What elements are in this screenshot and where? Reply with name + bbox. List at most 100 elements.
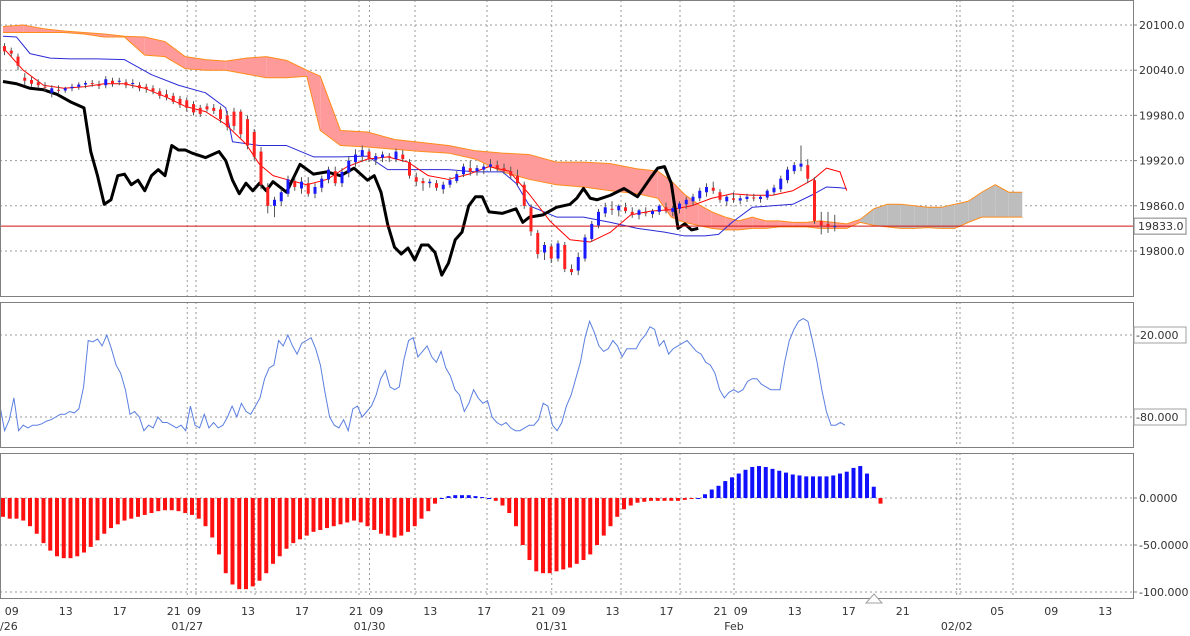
candle-bearish <box>30 79 33 84</box>
macd-bar-positive <box>770 468 775 498</box>
x-tick-label: 13 <box>1098 605 1112 618</box>
macd-bar-negative <box>507 498 512 514</box>
candle-bullish <box>489 164 492 167</box>
williams-r-line <box>0 318 846 433</box>
x-tick-label: 21 <box>349 605 363 618</box>
macd-bar-negative <box>682 498 687 500</box>
macd-bar-negative <box>82 498 86 553</box>
macd-bar-negative <box>136 498 140 517</box>
macd-bar-positive <box>730 477 734 498</box>
candle-bullish <box>428 181 432 184</box>
cloud-segment <box>583 162 611 191</box>
candle-bullish <box>657 205 661 212</box>
macd-bar-negative <box>568 498 572 568</box>
panel-frame <box>0 302 1134 448</box>
x-tick-label: 21 <box>896 605 910 618</box>
macd-bar-negative <box>676 498 680 501</box>
macd-bar-negative <box>190 498 194 515</box>
ichimoku-lines <box>0 35 1133 277</box>
candle-bullish <box>759 196 762 200</box>
x-tick-label: 09 <box>1044 605 1058 618</box>
candle-bearish <box>36 82 40 86</box>
cloud-segment <box>995 184 1009 218</box>
last-price-badge <box>1133 217 1187 235</box>
macd-bar-negative <box>203 498 208 527</box>
macd-bar-negative <box>352 498 356 521</box>
x-tick-label: 09 <box>552 605 566 618</box>
candle-bearish <box>266 186 270 206</box>
macd-bar-negative <box>649 498 653 501</box>
macd-bar-negative <box>500 498 505 506</box>
candle-bullish <box>617 205 621 211</box>
macd-bar-negative <box>534 498 539 572</box>
candle-bearish <box>219 109 222 120</box>
cloud-segment <box>205 59 226 71</box>
candle-bearish <box>367 151 371 160</box>
x-tick-label: 13 <box>59 605 73 618</box>
macd-bar-negative <box>426 498 431 512</box>
macd-bar-negative <box>669 498 674 501</box>
candle-bearish <box>468 168 472 172</box>
macd-bar-negative <box>196 498 201 519</box>
candle-bullish <box>725 196 729 202</box>
candle-bearish <box>711 187 715 191</box>
x-tick-label: 09 <box>734 605 748 618</box>
macd-bar-negative <box>237 498 242 590</box>
x-date-label: 02/02 <box>941 620 973 632</box>
x-tick-label: 13 <box>606 605 620 618</box>
cloud-segment <box>165 41 186 69</box>
x-tick-label: 13 <box>423 605 437 618</box>
cloud-segment <box>144 37 165 57</box>
macd-bar-negative <box>318 498 323 530</box>
x-tick-label: 09 <box>187 605 201 618</box>
panel-frames <box>0 0 1134 599</box>
candle-bearish <box>293 180 297 187</box>
candle-bearish <box>536 232 540 255</box>
candle-bearish <box>259 151 263 185</box>
candle-bullish <box>441 184 445 190</box>
macd-bar-negative <box>109 498 113 529</box>
macd-bar-negative <box>244 498 248 590</box>
macd-bar-negative <box>217 498 221 555</box>
macd-bar-negative <box>527 498 532 561</box>
candle-bearish <box>144 86 148 90</box>
candle-bullish <box>576 257 580 271</box>
panel-frame <box>0 0 1134 297</box>
macd-bar-negative <box>142 498 147 515</box>
macd-bar-positive <box>851 467 856 498</box>
macd-bar-positive <box>446 496 451 498</box>
candle-bullish <box>455 174 459 181</box>
candle-bearish <box>23 77 27 81</box>
chikou-span-line <box>2 80 699 277</box>
macd-y-tick-label: -100.000 <box>1139 586 1188 599</box>
macd-bar-positive <box>777 470 782 498</box>
macd-bar-positive <box>709 489 714 498</box>
x-tick-label: 13 <box>241 605 255 618</box>
wr-y-tick-label: -20.000 <box>1136 329 1178 342</box>
macd-bar-positive <box>723 481 728 498</box>
candle-bullish <box>327 169 330 180</box>
candle-bullish <box>340 171 344 184</box>
macd-bar-negative <box>115 498 120 525</box>
candle-bullish <box>448 180 452 185</box>
macd-bar-negative <box>399 498 404 536</box>
candle-bullish <box>313 186 317 194</box>
macd-bar-negative <box>406 498 410 532</box>
price-y-tick-label: 19860.0 <box>1139 200 1185 213</box>
macd-bar-negative <box>68 498 73 559</box>
x-date-label: Feb <box>724 620 743 632</box>
candle-bearish <box>516 175 519 184</box>
candle-bullish <box>374 156 378 160</box>
candle-bearish <box>212 107 216 111</box>
candle-bearish <box>246 119 249 146</box>
macd-bar-negative <box>608 498 613 527</box>
candle-bearish <box>90 83 94 85</box>
x-tick-label: 21 <box>531 605 545 618</box>
macd-bar-positive <box>439 498 444 499</box>
candle-bullish <box>671 208 675 212</box>
x-tick-label: 17 <box>477 605 491 618</box>
macd-bar-negative <box>561 498 566 570</box>
macd-bar-positive <box>750 466 755 498</box>
macd-bar-negative <box>392 498 397 538</box>
